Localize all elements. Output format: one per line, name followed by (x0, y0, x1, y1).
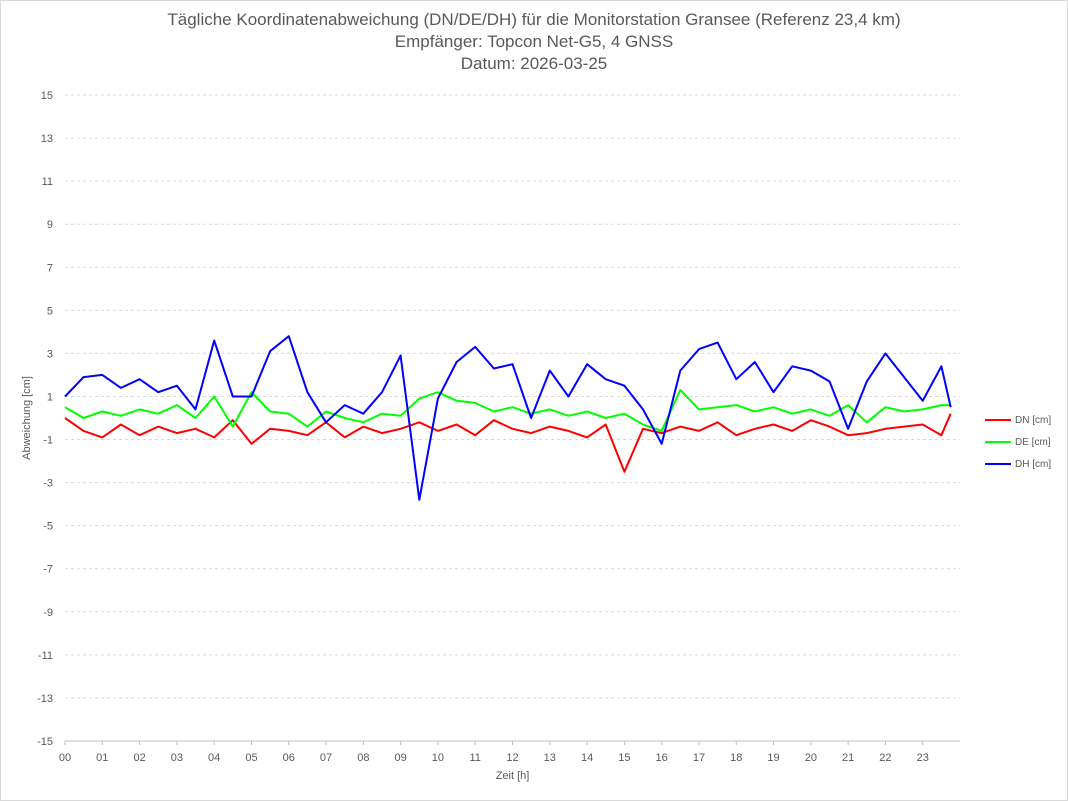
x-tick-label-7: 07 (320, 752, 332, 764)
legend-item-de: DE [cm] (985, 431, 1051, 453)
chart-subtitle-date: Datum: 2026-03-25 (460, 54, 608, 73)
y-tick-label-15: -15 (37, 736, 53, 748)
chart-title: Tägliche Koordinatenabweichung (DN/DE/DH… (167, 10, 901, 29)
chart-titles: Tägliche Koordinatenabweichung (DN/DE/DH… (0, 9, 1068, 75)
y-tick-label-2: 11 (42, 176, 53, 188)
chart-subtitle-receiver: Empfänger: Topcon Net-G5, 4 GNSS (394, 32, 674, 51)
x-tick-label-22: 22 (879, 752, 891, 764)
x-axis-label: Zeit [h] (496, 770, 530, 782)
x-tick-label-17: 17 (693, 752, 705, 764)
x-tick-label-2: 02 (133, 752, 145, 764)
x-tick-label-0: 00 (59, 752, 71, 764)
y-tick-label-10: -5 (43, 521, 53, 533)
x-tick-label-20: 20 (805, 752, 817, 764)
y-tick-label-12: -9 (43, 607, 53, 619)
legend-swatch-dn (985, 419, 1011, 421)
x-tick-label-1: 01 (96, 752, 108, 764)
y-tick-label-1: 13 (41, 133, 53, 145)
y-tick-label-11: -7 (43, 564, 53, 576)
legend: DN [cm] DE [cm] DH [cm] (985, 409, 1051, 475)
legend-item-dn: DN [cm] (985, 409, 1051, 431)
y-tick-label-8: -1 (43, 435, 53, 447)
x-tick-label-13: 13 (544, 752, 556, 764)
x-tick-label-4: 04 (208, 752, 220, 764)
x-tick-label-23: 23 (917, 752, 929, 764)
y-tick-label-5: 5 (47, 305, 53, 317)
x-tick-label-21: 21 (842, 752, 854, 764)
x-tick-label-5: 05 (245, 752, 257, 764)
legend-swatch-de (985, 441, 1011, 443)
x-tick-label-8: 08 (357, 752, 369, 764)
y-axis-label: Abweichung [cm] (21, 376, 33, 460)
series-line-dn (64, 413, 952, 473)
y-tick-label-3: 9 (47, 219, 53, 231)
y-tick-label-13: -11 (38, 650, 53, 662)
legend-label-dn: DN [cm] (1015, 414, 1052, 426)
x-tick-label-3: 03 (171, 752, 183, 764)
y-tick-label-9: -3 (43, 478, 53, 490)
series-line-de (64, 389, 951, 432)
x-tick-label-19: 19 (767, 752, 779, 764)
x-tick-label-15: 15 (618, 752, 630, 764)
y-tick-label-0: 15 (41, 90, 53, 102)
legend-label-dh: DH [cm] (1015, 458, 1052, 470)
legend-label-de: DE [cm] (1015, 436, 1051, 448)
x-tick-label-16: 16 (656, 752, 668, 764)
x-tick-label-10: 10 (432, 752, 444, 764)
y-tick-label-7: 1 (47, 391, 53, 403)
legend-swatch-dh (985, 463, 1011, 465)
x-tick-label-6: 06 (283, 752, 295, 764)
y-tick-label-6: 3 (47, 348, 53, 360)
y-tick-label-14: -13 (37, 693, 53, 705)
x-tick-label-11: 11 (469, 752, 480, 764)
x-tick-label-9: 09 (395, 752, 407, 764)
y-tick-label-4: 7 (47, 262, 53, 274)
legend-item-dh: DH [cm] (985, 453, 1051, 475)
x-tick-label-12: 12 (506, 752, 518, 764)
x-tick-label-18: 18 (730, 752, 742, 764)
series-line-dh (64, 335, 952, 501)
x-tick-label-14: 14 (581, 752, 593, 764)
